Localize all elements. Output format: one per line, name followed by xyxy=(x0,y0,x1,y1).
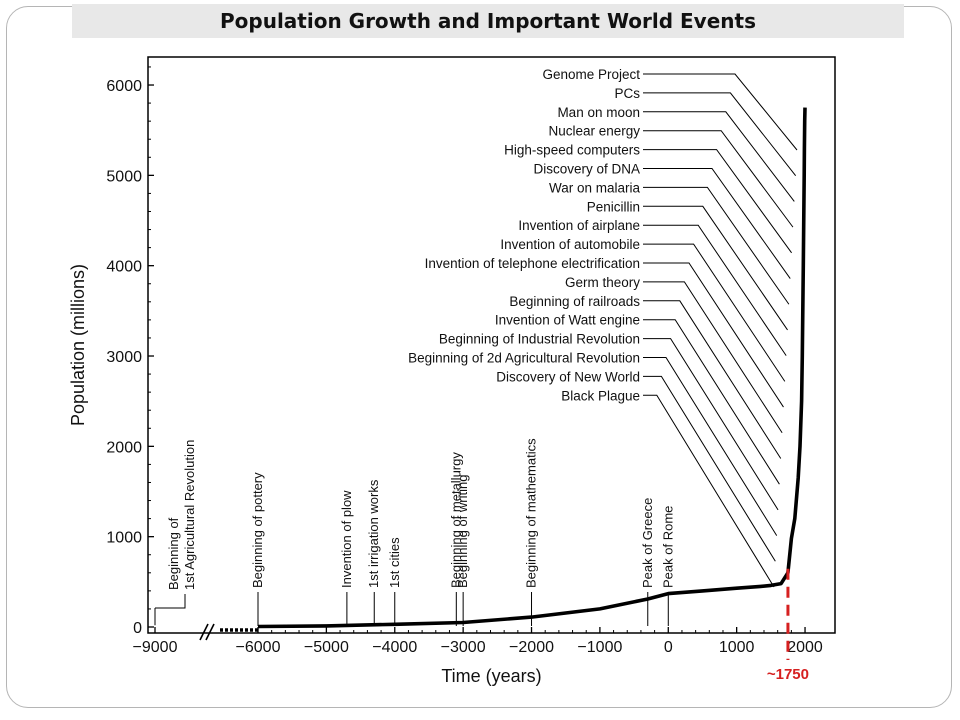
event-label: Peak of Greece xyxy=(640,498,655,588)
modern-event-leader xyxy=(643,111,795,202)
y-tick-label: 1000 xyxy=(106,530,142,547)
x-tick-label: 0 xyxy=(664,639,673,656)
x-tick-label: −4000 xyxy=(372,639,417,656)
modern-event-leader xyxy=(643,224,787,356)
modern-event-leader xyxy=(643,205,788,331)
marker-label: ~1750 xyxy=(767,666,809,683)
modern-event-leader xyxy=(643,92,797,177)
x-axis-title: Time (years) xyxy=(441,666,541,686)
x-tick-label: −1000 xyxy=(577,639,622,656)
plot-area xyxy=(147,56,836,634)
modern-event-label: Germ theory xyxy=(565,275,640,290)
event-label: 1st irrigation works xyxy=(366,479,381,588)
modern-event-leader xyxy=(643,262,784,408)
modern-event-label: War on malaria xyxy=(549,180,641,195)
modern-event-leader xyxy=(643,168,791,279)
y-tick-label: 5000 xyxy=(106,168,142,185)
modern-event-label: Genome Project xyxy=(542,67,640,82)
x-tick-label: −3000 xyxy=(441,639,486,656)
modern-event-leader xyxy=(643,73,798,151)
modern-event-leader xyxy=(643,319,780,485)
y-tick-label: 0 xyxy=(133,620,142,637)
modern-event-label: Man on moon xyxy=(557,105,640,120)
event-label-group: Beginning of 1st Agricultural Revolution xyxy=(166,440,197,590)
modern-event-label: Beginning of Industrial Revolution xyxy=(439,332,640,347)
x-tick-label: −2000 xyxy=(509,639,554,656)
y-tick-label: 4000 xyxy=(106,259,142,276)
modern-event-leader xyxy=(643,338,779,511)
title-band: Population Growth and Important World Ev… xyxy=(72,4,904,38)
x-tick-label: 2000 xyxy=(787,639,823,656)
y-tick-label: 3000 xyxy=(106,349,142,366)
event-label: Beginning of metallurgy xyxy=(448,452,463,588)
modern-event-label: Invention of automobile xyxy=(500,237,640,252)
modern-event-leader xyxy=(643,130,794,228)
event-label: Invention of plow xyxy=(339,490,354,588)
y-axis-title: Population (millions) xyxy=(68,264,88,426)
modern-event-label: Discovery of New World xyxy=(496,369,640,384)
event-leader xyxy=(155,594,186,609)
event-label: Beginning of pottery xyxy=(250,472,265,588)
modern-event-leader xyxy=(643,394,775,588)
modern-event-leader xyxy=(643,357,778,536)
modern-event-label: Beginning of railroads xyxy=(509,294,640,309)
modern-event-label: Invention of Watt engine xyxy=(495,313,640,328)
modern-event-leader xyxy=(643,149,792,254)
modern-event-label: Nuclear energy xyxy=(548,124,640,139)
modern-event-label: Discovery of DNA xyxy=(533,162,640,177)
event-label: Beginning of writing xyxy=(455,475,470,588)
x-tick-label: 1000 xyxy=(719,639,755,656)
modern-event-label: Penicillin xyxy=(587,199,640,214)
event-label: 1st cities xyxy=(387,537,402,588)
modern-event-label: PCs xyxy=(614,86,640,101)
axis-break-mark xyxy=(199,623,209,641)
modern-event-leader xyxy=(643,375,776,562)
modern-event-label: High-speed computers xyxy=(504,143,640,158)
x-tick-label: −5000 xyxy=(304,639,349,656)
page-title: Population Growth and Important World Ev… xyxy=(219,9,756,33)
modern-event-leader xyxy=(643,186,790,305)
modern-event-leader xyxy=(643,243,786,382)
y-tick-label: 6000 xyxy=(106,78,142,95)
event-label: Beginning of mathematics xyxy=(524,438,539,588)
x-tick-label: −9000 xyxy=(133,639,178,656)
axis-break-mark xyxy=(205,623,215,641)
modern-event-leader xyxy=(643,300,782,459)
modern-event-label: Invention of telephone electrification xyxy=(425,256,640,271)
x-tick-label: −6000 xyxy=(236,639,281,656)
y-tick-label: 2000 xyxy=(106,439,142,456)
modern-event-label: Invention of airplane xyxy=(518,218,640,233)
event-label: Beginning of xyxy=(166,517,181,590)
event-label: Peak of Rome xyxy=(660,506,675,588)
event-label: 1st Agricultural Revolution xyxy=(182,440,197,590)
modern-event-leader xyxy=(643,281,783,434)
modern-event-label: Black Plague xyxy=(561,388,640,403)
modern-event-label: Beginning of 2d Agricultural Revolution xyxy=(408,351,640,366)
